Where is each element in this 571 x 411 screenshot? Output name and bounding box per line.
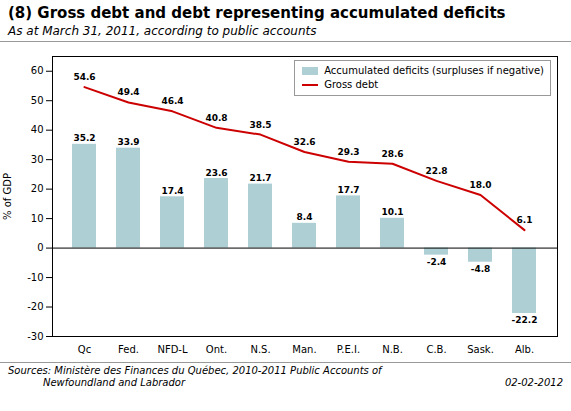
svg-text:20: 20 xyxy=(31,183,44,194)
svg-text:Sask.: Sask. xyxy=(467,344,494,355)
html-text:Accumulated deficits (surpluse: Accumulated deficits (surpluses if negat… xyxy=(324,65,544,76)
svg-text:30: 30 xyxy=(31,154,44,165)
svg-text:22.8: 22.8 xyxy=(425,166,447,176)
svg-text:-10: -10 xyxy=(27,272,43,283)
svg-text:40: 40 xyxy=(31,124,44,135)
svg-text:21.7: 21.7 xyxy=(249,173,271,183)
svg-text:-30: -30 xyxy=(27,331,43,342)
html-text:02-02-2012: 02-02-2012 xyxy=(504,377,563,388)
svg-text:50: 50 xyxy=(31,95,44,106)
svg-text:N.S.: N.S. xyxy=(250,344,270,355)
svg-text:38.5: 38.5 xyxy=(249,120,271,130)
svg-text:17.4: 17.4 xyxy=(161,186,183,196)
svg-text:28.6: 28.6 xyxy=(381,149,403,159)
svg-text:46.4: 46.4 xyxy=(161,96,183,106)
svg-text:Alb.: Alb. xyxy=(515,344,534,355)
svg-text:40.8: 40.8 xyxy=(205,113,227,123)
html-text:Sources: Ministère des Finance: Sources: Ministère des Finances du Québe… xyxy=(8,365,382,388)
svg-text:Fed.: Fed. xyxy=(118,344,139,355)
svg-text:Qc: Qc xyxy=(78,344,91,355)
svg-text:C.B.: C.B. xyxy=(426,344,446,355)
svg-text:N.B.: N.B. xyxy=(382,344,403,355)
svg-text:8.4: 8.4 xyxy=(297,212,313,222)
svg-text:49.4: 49.4 xyxy=(117,87,139,97)
svg-text:18.0: 18.0 xyxy=(469,180,491,190)
html-text:Gross debt: Gross debt xyxy=(324,79,379,90)
svg-text:0: 0 xyxy=(37,242,43,253)
svg-text:54.6: 54.6 xyxy=(73,72,95,82)
svg-text:Ont.: Ont. xyxy=(206,344,227,355)
svg-text:-22.2: -22.2 xyxy=(512,315,538,325)
svg-text:10.1: 10.1 xyxy=(381,207,403,217)
svg-text:60: 60 xyxy=(31,65,44,76)
svg-text:P.E.I.: P.E.I. xyxy=(337,344,360,355)
svg-text:% of GDP: % of GDP xyxy=(2,173,13,220)
svg-text:-20: -20 xyxy=(27,301,43,312)
svg-text:-2.4: -2.4 xyxy=(427,257,447,267)
html-text:(8) Gross debt and debt repres: (8) Gross debt and debt representing acc… xyxy=(8,4,506,22)
svg-text:23.6: 23.6 xyxy=(205,168,227,178)
svg-text:6.1: 6.1 xyxy=(517,215,533,225)
svg-text:35.2: 35.2 xyxy=(73,133,95,143)
svg-text:17.7: 17.7 xyxy=(337,185,359,195)
svg-text:32.6: 32.6 xyxy=(293,137,315,147)
html-text:As at March 31, 2011, accordin: As at March 31, 2011, according to publi… xyxy=(8,24,317,38)
svg-text:10: 10 xyxy=(31,213,44,224)
svg-text:29.3: 29.3 xyxy=(337,147,359,157)
svg-text:Man.: Man. xyxy=(292,344,316,355)
svg-text:NFD-L: NFD-L xyxy=(157,344,188,355)
svg-text:-4.8: -4.8 xyxy=(471,264,491,274)
svg-text:33.9: 33.9 xyxy=(117,137,139,147)
